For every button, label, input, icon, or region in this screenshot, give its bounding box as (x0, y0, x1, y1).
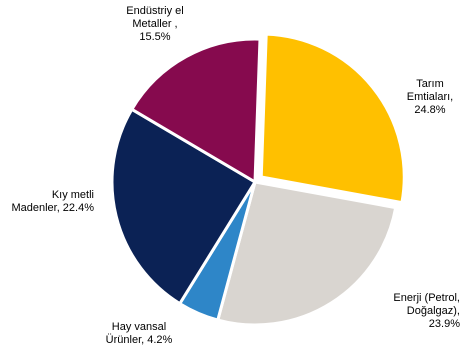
slice-label-line: Kıy metli (52, 189, 94, 201)
slice-label-line: Madenler, 22.4% (11, 202, 94, 214)
slice-label-line: 24.8% (414, 104, 445, 116)
pie-slice-0 (259, 32, 406, 205)
slice-label-line: Hay vansal (112, 321, 166, 333)
slice-label-line: Metaller , (132, 18, 177, 30)
slice-label-1: Enerji (Petrol, Doğalgaz), 23.9% (393, 292, 460, 330)
slice-label-line: Emtiaları, (407, 91, 453, 103)
slice-label-0: Tarım Emtiaları, 24.8% (407, 78, 453, 116)
slice-label-4: Endüstriy el Metaller , 15.5% (126, 5, 183, 43)
pie-slice-3 (110, 107, 257, 306)
slice-label-line: Doğalgaz), (407, 305, 460, 317)
slice-label-line: Tarım (416, 78, 444, 90)
slice-label-line: Ürünler, 4.2% (106, 334, 173, 346)
slice-label-line: 23.9% (429, 318, 460, 330)
slice-label-3: Kıy metli Madenler, 22.4% (11, 189, 94, 214)
slice-label-2: Hay vansal Ürünler, 4.2% (106, 321, 173, 346)
pie-slice-4 (130, 37, 262, 184)
slice-label-line: Enerji (Petrol, (393, 292, 460, 304)
pie-slice-1 (216, 180, 398, 327)
slice-label-line: Endüstriy el (126, 5, 183, 17)
slice-label-line: 15.5% (139, 31, 170, 43)
